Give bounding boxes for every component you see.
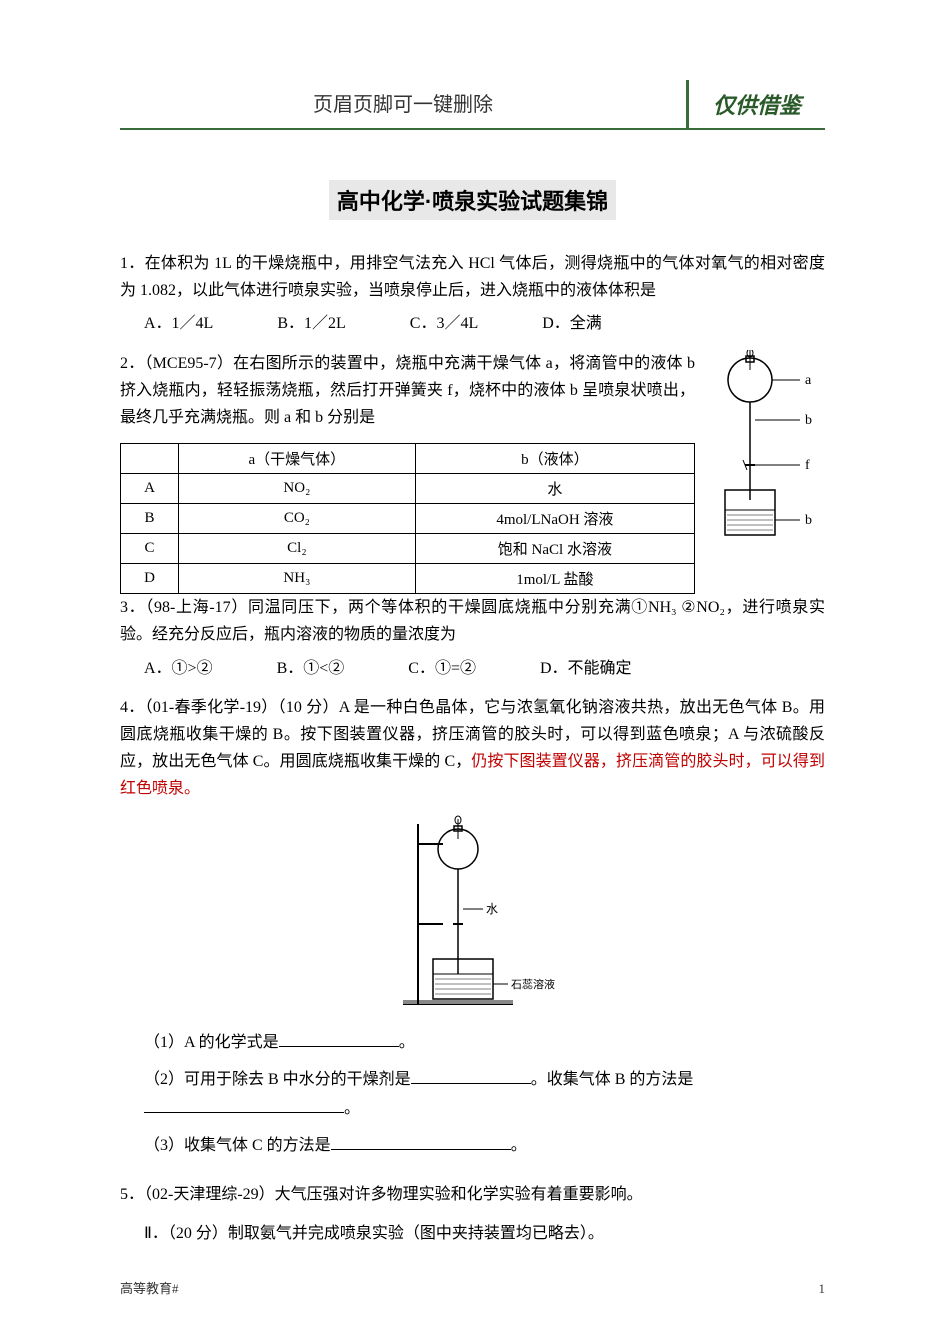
q4-sub1: （1）A 的化学式是 。 (144, 1029, 825, 1058)
q4-sub3-suffix: 。 (511, 1137, 527, 1154)
q1-options: A．1／4L B．1／2L C．3／4L D．全满 (144, 310, 825, 337)
question-2: 2．（MCE95-7）在右图所示的装置中，烧瓶中充满干燥气体 a，将滴管中的液体… (120, 350, 825, 595)
cell: C (121, 534, 179, 564)
q2-text: 2．（MCE95-7）在右图所示的装置中，烧瓶中充满干燥气体 a，将滴管中的液体… (120, 350, 695, 432)
cell: b（液体） (415, 444, 694, 474)
table-row: a（干燥气体） b（液体） (121, 444, 695, 474)
blank (411, 1066, 531, 1084)
title-wrap: 高中化学·喷泉实验试题集锦 (120, 160, 825, 250)
footer-left: 高等教育# (120, 1278, 179, 1297)
cell: 饱和 NaCl 水溶液 (415, 534, 694, 564)
blank (144, 1095, 344, 1113)
q4-sub1-prefix: （1）A 的化学式是 (144, 1034, 279, 1051)
cell: Cl₂ (178, 534, 415, 564)
blank (331, 1132, 511, 1150)
label-litmus: 石蕊溶液 (511, 977, 555, 991)
q4-sub3-prefix: （3）收集气体 C 的方法是 (144, 1137, 331, 1154)
cell: 4mol/LNaOH 溶液 (415, 504, 694, 534)
q3-optB: B．①<② (277, 655, 345, 682)
q1-optC: C．3／4L (410, 310, 478, 337)
q3-optD: D．不能确定 (540, 655, 632, 682)
q5-text: 5．（02-天津理综-29）大气压强对许多物理实验和化学实验有着重要影响。 (120, 1186, 643, 1203)
cell (121, 444, 179, 474)
flask-apparatus-icon: a b f b (705, 350, 825, 550)
label-b-top: b (805, 413, 812, 428)
label-b-bottom: b (805, 513, 812, 528)
q3-optC: C．①=② (408, 655, 476, 682)
label-a: a (805, 373, 812, 388)
cell: 水 (415, 474, 694, 504)
q1-optB: B．1／2L (277, 310, 345, 337)
q2-diagram: a b f b (705, 350, 825, 555)
cell: A (121, 474, 179, 504)
table-row: B CO₂ 4mol/LNaOH 溶液 (121, 504, 695, 534)
q4-diagram: 水 石蕊溶液 (120, 814, 825, 1019)
cell: CO₂ (178, 504, 415, 534)
blank (279, 1029, 399, 1047)
q3-optA: A．①>② (144, 655, 213, 682)
cell: NH₃ (178, 564, 415, 594)
q4-sub2: （2）可用于除去 B 中水分的干燥剂是 。收集气体 B 的方法是。 (144, 1066, 825, 1124)
cell: B (121, 504, 179, 534)
cell: a（干燥气体） (178, 444, 415, 474)
question-5: 5．（02-天津理综-29）大气压强对许多物理实验和化学实验有着重要影响。 (120, 1181, 825, 1208)
header-right-text: 仅供借鉴 (689, 80, 825, 128)
table-row: A NO₂ 水 (121, 474, 695, 504)
label-water: 水 (486, 902, 498, 916)
footer-right: 1 (819, 1281, 826, 1297)
q5-sub: Ⅱ．（20 分）制取氨气并完成喷泉实验（图中夹持装置均已略去）。 (144, 1220, 825, 1249)
q1-optD: D．全满 (542, 310, 602, 337)
q4-sub2-prefix: （2）可用于除去 B 中水分的干燥剂是 (144, 1071, 411, 1088)
question-1: 1．在体积为 1L 的干燥烧瓶中，用排空气法充入 HCl 气体后，测得烧瓶中的气… (120, 250, 825, 338)
question-4: 4．（01-春季化学-19）（10 分）A 是一种白色晶体，它与浓氢氧化钠溶液共… (120, 694, 825, 803)
cell: D (121, 564, 179, 594)
q4-sub2-suffix: 。 (344, 1100, 360, 1117)
header-left-text: 页眉页脚可一键删除 (120, 80, 686, 128)
q2-left: 2．（MCE95-7）在右图所示的装置中，烧瓶中充满干燥气体 a，将滴管中的液体… (120, 350, 695, 595)
q3-options: A．①>② B．①<② C．①=② D．不能确定 (144, 655, 825, 682)
q1-text: 1．在体积为 1L 的干燥烧瓶中，用排空气法充入 HCl 气体后，测得烧瓶中的气… (120, 255, 825, 299)
table-row: C Cl₂ 饱和 NaCl 水溶液 (121, 534, 695, 564)
table-row: D NH₃ 1mol/L 盐酸 (121, 564, 695, 594)
question-3: 3．（98-上海-17）同温同压下，两个等体积的干燥圆底烧瓶中分别充满①NH₃ … (120, 594, 825, 682)
q4-sub2-mid: 。收集气体 B 的方法是 (531, 1071, 694, 1088)
fountain-apparatus-icon: 水 石蕊溶液 (383, 814, 563, 1014)
cell: 1mol/L 盐酸 (415, 564, 694, 594)
q3-text: 3．（98-上海-17）同温同压下，两个等体积的干燥圆底烧瓶中分别充满①NH₃ … (120, 599, 825, 643)
q1-optA: A．1／4L (144, 310, 213, 337)
cell: NO₂ (178, 474, 415, 504)
q2-table: a（干燥气体） b（液体） A NO₂ 水 B CO₂ 4mol/LNaOH 溶… (120, 443, 695, 594)
q4-sub1-suffix: 。 (399, 1034, 415, 1051)
page-header: 页眉页脚可一键删除 仅供借鉴 (120, 80, 825, 130)
label-f: f (805, 458, 810, 473)
q4-sub3: （3）收集气体 C 的方法是 。 (144, 1132, 825, 1161)
document-title: 高中化学·喷泉实验试题集锦 (329, 180, 616, 220)
